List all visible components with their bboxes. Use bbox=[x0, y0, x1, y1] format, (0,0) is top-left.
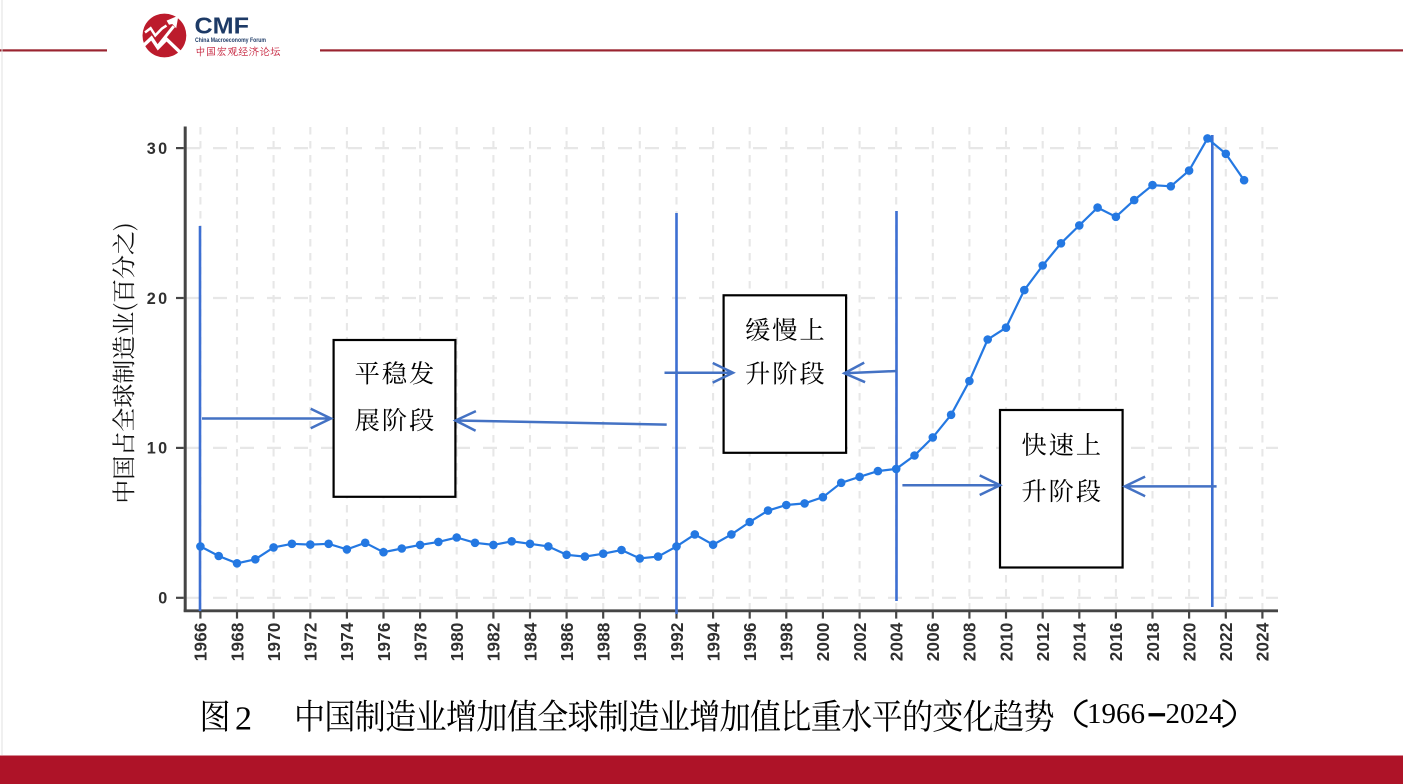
svg-text:1966: 1966 bbox=[192, 622, 211, 661]
svg-text:1970: 1970 bbox=[265, 622, 284, 661]
svg-text:2010: 2010 bbox=[997, 622, 1016, 661]
svg-text:2006: 2006 bbox=[924, 622, 943, 661]
svg-text:2018: 2018 bbox=[1144, 622, 1163, 661]
svg-text:2002: 2002 bbox=[851, 622, 870, 661]
svg-text:1996: 1996 bbox=[741, 622, 760, 661]
svg-text:1982: 1982 bbox=[485, 622, 504, 661]
svg-text:1972: 1972 bbox=[302, 622, 321, 661]
svg-text:2020: 2020 bbox=[1180, 622, 1199, 661]
svg-text:1986: 1986 bbox=[558, 622, 577, 661]
svg-text:2: 2 bbox=[235, 701, 252, 738]
svg-text:20: 20 bbox=[147, 290, 170, 308]
svg-text:1974: 1974 bbox=[338, 622, 357, 661]
svg-text:0: 0 bbox=[158, 590, 169, 608]
svg-text:2000: 2000 bbox=[814, 622, 833, 661]
svg-text:1998: 1998 bbox=[778, 622, 797, 661]
svg-text:2012: 2012 bbox=[1034, 622, 1053, 661]
svg-text:2014: 2014 bbox=[1071, 622, 1090, 661]
svg-text:2024: 2024 bbox=[1166, 698, 1225, 730]
svg-text:10: 10 bbox=[147, 440, 170, 458]
svg-text:1978: 1978 bbox=[411, 622, 430, 661]
svg-text:1980: 1980 bbox=[448, 622, 467, 661]
svg-text:1992: 1992 bbox=[668, 622, 687, 661]
svg-text:China Macroeconomy Forum: China Macroeconomy Forum bbox=[195, 37, 266, 44]
svg-text:1994: 1994 bbox=[704, 622, 723, 661]
svg-text:1988: 1988 bbox=[595, 622, 614, 661]
svg-text:1966: 1966 bbox=[1087, 698, 1145, 730]
svg-text:2016: 2016 bbox=[1107, 622, 1126, 661]
svg-text:1968: 1968 bbox=[228, 622, 247, 661]
svg-text:2008: 2008 bbox=[961, 622, 980, 661]
svg-text:CMF: CMF bbox=[195, 12, 250, 38]
svg-text:2004: 2004 bbox=[888, 622, 907, 661]
svg-text:1976: 1976 bbox=[375, 622, 394, 661]
svg-text:30: 30 bbox=[147, 140, 170, 158]
svg-text:1984: 1984 bbox=[521, 622, 540, 661]
svg-text:2024: 2024 bbox=[1254, 622, 1273, 661]
svg-text:2022: 2022 bbox=[1217, 622, 1236, 661]
svg-text:1990: 1990 bbox=[631, 622, 650, 661]
